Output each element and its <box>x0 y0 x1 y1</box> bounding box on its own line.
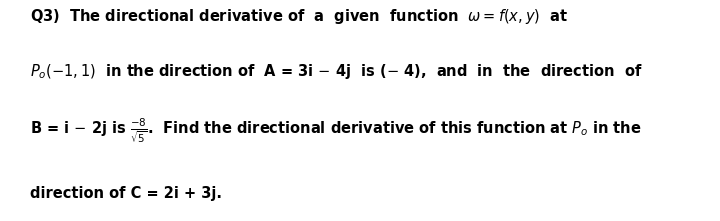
Text: B = i $-$ 2j is $\frac{-8}{\sqrt{5}}$.  Find the directional derivative of this : B = i $-$ 2j is $\frac{-8}{\sqrt{5}}$. F… <box>30 117 642 146</box>
Text: Q3)  The directional derivative of  a  given  function  $\omega = f(x, y)$  at: Q3) The directional derivative of a give… <box>30 7 569 26</box>
Text: $P_o(-1, 1)$  in the direction of  A = 3i $-$ 4j  is ($-$ 4),  and  in  the  dir: $P_o(-1, 1)$ in the direction of A = 3i … <box>30 62 643 81</box>
Text: direction of C = 2i + 3j.: direction of C = 2i + 3j. <box>30 186 222 201</box>
